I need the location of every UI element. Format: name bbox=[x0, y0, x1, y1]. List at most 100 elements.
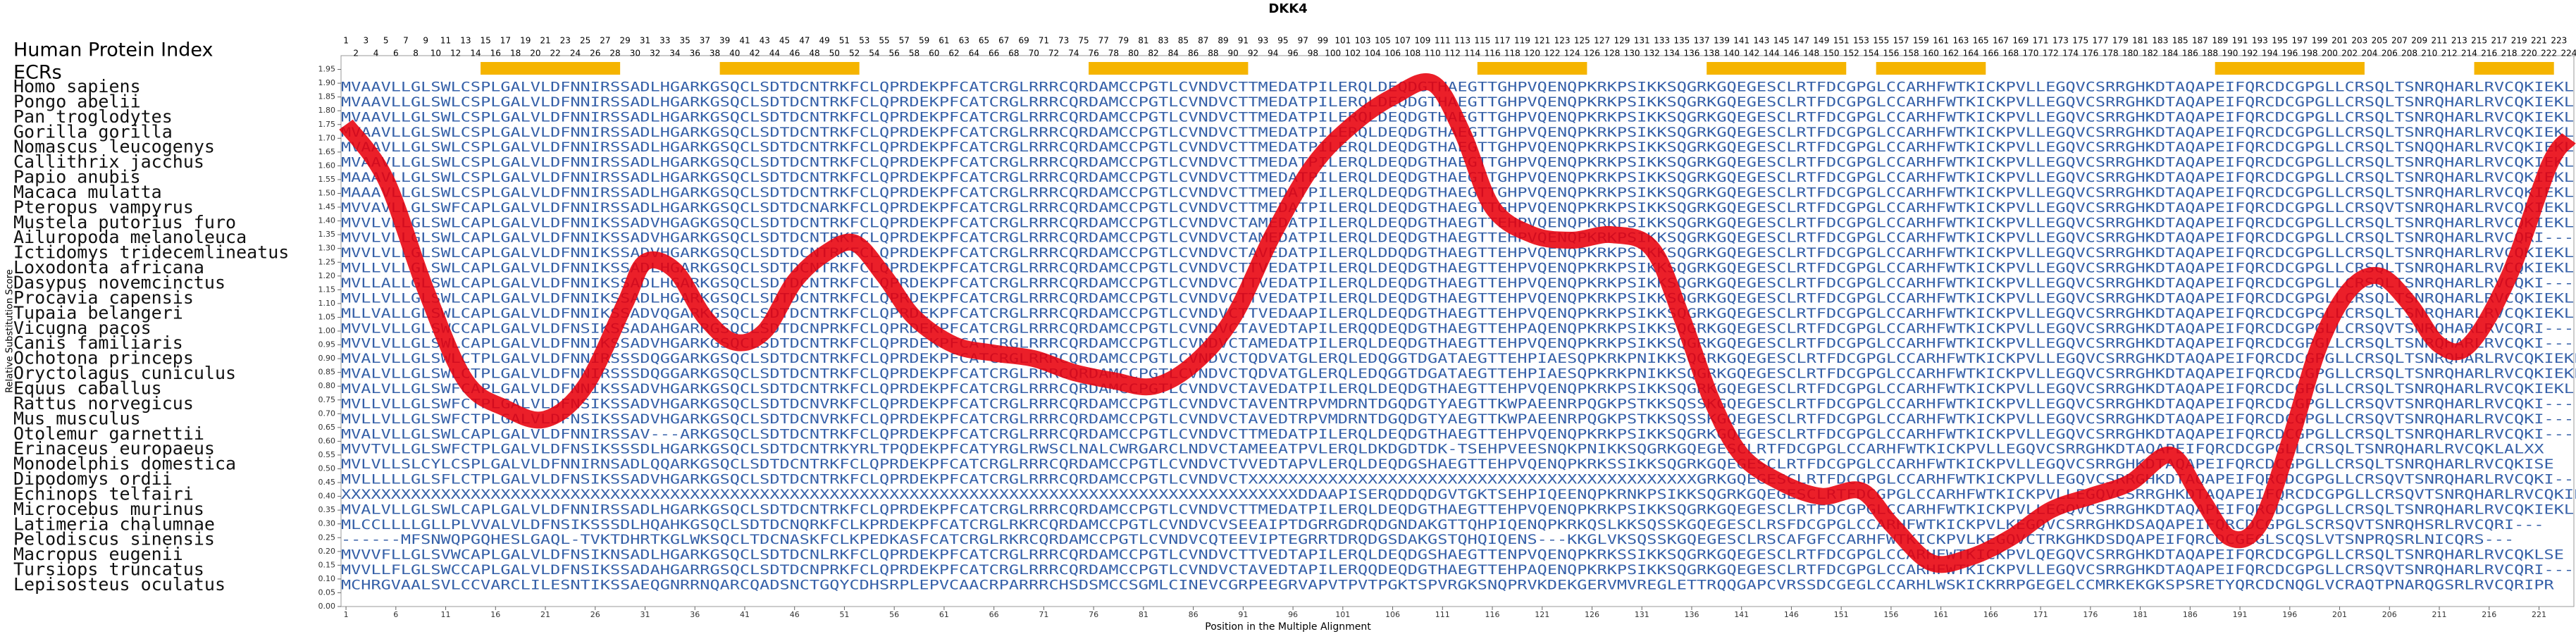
protein-index: 10 bbox=[431, 49, 441, 58]
sequence: MVAAVLLGLSWLCSPLGALVLDFNNIRSSADLHGARKGSQ… bbox=[341, 155, 2574, 170]
protein-index: 203 bbox=[2351, 36, 2367, 46]
protein-index: 159 bbox=[1913, 36, 1929, 46]
sequence: MLLVALLGLSWLCAPLGALVLDFNNIKSSADVQGARKGSQ… bbox=[341, 306, 2574, 321]
species-name: Echinops telfairi bbox=[13, 483, 194, 504]
protein-index: 146 bbox=[1783, 49, 1800, 58]
protein-index: 117 bbox=[1494, 36, 1511, 46]
protein-index: 220 bbox=[2521, 49, 2537, 58]
protein-index: 192 bbox=[2242, 49, 2258, 58]
protein-index: 202 bbox=[2341, 49, 2358, 58]
protein-index: 61 bbox=[939, 36, 949, 46]
sequence: MAAAVLLGLSWLCSPLGALVLDFNNIRSSADLHGARKGSQ… bbox=[341, 185, 2574, 200]
protein-index: 73 bbox=[1058, 36, 1069, 46]
protein-index: 134 bbox=[1664, 49, 1680, 58]
sequence: MVLLLLLGLSFLCTPLGALVLDFNSIKSSADVHGARKGSQ… bbox=[341, 472, 2576, 487]
protein-index: 55 bbox=[879, 36, 889, 46]
ecr-bar bbox=[719, 62, 860, 75]
protein-index: 112 bbox=[1444, 49, 1461, 58]
y-tick-label: 0.85 bbox=[318, 368, 336, 377]
species-name: Pan troglodytes bbox=[13, 106, 173, 127]
x-tick-label: 11 bbox=[441, 610, 451, 619]
protein-index: 214 bbox=[2461, 49, 2477, 58]
protein-index: 103 bbox=[1355, 36, 1371, 46]
y-tick-label: 0.40 bbox=[318, 492, 336, 501]
sequence: MVVLVLLGLSWLCAPLGALVLDFNNIKSSADVHGAGKGSQ… bbox=[341, 215, 2574, 230]
protein-index: 36 bbox=[690, 49, 700, 58]
y-tick-label: 0.75 bbox=[318, 395, 336, 404]
protein-index: 50 bbox=[829, 49, 840, 58]
sequence: MVVLVLLGLSWLCAPLGALVLDFNNIKSSADVHGARKGSQ… bbox=[341, 336, 2574, 352]
x-axis-label: Position in the Multiple Alignment bbox=[1205, 621, 1371, 633]
protein-index: 150 bbox=[1823, 49, 1840, 58]
protein-index: 81 bbox=[1138, 36, 1148, 46]
protein-index: 99 bbox=[1318, 36, 1328, 46]
y-tick-label: 1.85 bbox=[318, 92, 336, 101]
protein-index: 1 bbox=[343, 36, 349, 46]
y-tick-label: 1.75 bbox=[318, 120, 336, 129]
protein-index: 42 bbox=[749, 49, 760, 58]
protein-index: 66 bbox=[989, 49, 999, 58]
protein-index: 94 bbox=[1268, 49, 1278, 58]
y-tick-label: 1.65 bbox=[318, 147, 336, 156]
protein-index: 198 bbox=[2302, 49, 2318, 58]
protein-index: 54 bbox=[869, 49, 879, 58]
x-tick-label: 116 bbox=[1485, 610, 1500, 619]
protein-index: 132 bbox=[1644, 49, 1660, 58]
x-tick-label: 161 bbox=[1933, 610, 1948, 619]
index-label: Human Protein Index bbox=[13, 39, 213, 61]
protein-index: 205 bbox=[2372, 36, 2388, 46]
protein-index: 92 bbox=[1248, 49, 1258, 58]
protein-index: 201 bbox=[2332, 36, 2348, 46]
x-tick-label: 56 bbox=[889, 610, 899, 619]
protein-index: 24 bbox=[570, 49, 581, 58]
protein-index: 126 bbox=[1584, 49, 1600, 58]
sequence: MVLVLLSLCYLCSPLGALVLDFNNIRNSADLQQARKGSQC… bbox=[341, 456, 2554, 472]
protein-index: 60 bbox=[929, 49, 939, 58]
x-tick-label: 91 bbox=[1238, 610, 1248, 619]
x-tick-label: 1 bbox=[344, 610, 349, 619]
protein-index: 46 bbox=[789, 49, 800, 58]
species-name: Vicugna pacos bbox=[13, 318, 151, 338]
protein-index: 129 bbox=[1614, 36, 1630, 46]
protein-index: 13 bbox=[460, 36, 471, 46]
protein-index: 22 bbox=[550, 49, 561, 58]
protein-index: 163 bbox=[1952, 36, 1969, 46]
y-tick-label: 0.45 bbox=[318, 478, 336, 487]
protein-index: 212 bbox=[2441, 49, 2458, 58]
x-tick-label: 76 bbox=[1089, 610, 1098, 619]
y-tick-label: 1.25 bbox=[318, 257, 336, 266]
y-tick-label: 1.70 bbox=[318, 133, 336, 142]
species-name: Pongo abelii bbox=[13, 91, 141, 111]
protein-index: 209 bbox=[2411, 36, 2427, 46]
protein-index: 109 bbox=[1415, 36, 1431, 46]
protein-index: 51 bbox=[839, 36, 850, 46]
protein-index: 28 bbox=[609, 49, 620, 58]
x-tick-label: 206 bbox=[2382, 610, 2397, 619]
protein-index: 83 bbox=[1158, 36, 1169, 46]
protein-index: 44 bbox=[769, 49, 780, 58]
protein-index: 65 bbox=[979, 36, 989, 46]
protein-index: 15 bbox=[480, 36, 490, 46]
y-tick-label: 0.00 bbox=[318, 602, 336, 611]
protein-index: 86 bbox=[1188, 49, 1199, 58]
sequence: MVLLVLLGLSWLCAPLGALVLDFNNIKSSADLHGARKGSQ… bbox=[341, 261, 2574, 276]
protein-index: 23 bbox=[560, 36, 571, 46]
protein-index: 38 bbox=[710, 49, 720, 58]
sequence: MVVVFLLGLSVWCAPLGALVLDFNSIKNSADLHGARKGSQ… bbox=[341, 547, 2564, 563]
x-tick-label: 111 bbox=[1435, 610, 1450, 619]
protein-index: 64 bbox=[969, 49, 979, 58]
y-tick-label: 0.60 bbox=[318, 436, 336, 445]
protein-index: 183 bbox=[2152, 36, 2168, 46]
species-name: Ictidomys tridecemlineatus bbox=[13, 242, 289, 263]
protein-index: 123 bbox=[1554, 36, 1571, 46]
protein-index: 193 bbox=[2252, 36, 2268, 46]
protein-index: 19 bbox=[520, 36, 531, 46]
y-tick-label: 0.35 bbox=[318, 505, 336, 514]
protein-index: 4 bbox=[373, 49, 379, 58]
protein-index: 176 bbox=[2082, 49, 2098, 58]
species-name: Oryctolagus cuniculus bbox=[13, 363, 236, 383]
y-tick-label: 1.05 bbox=[318, 312, 336, 321]
x-tick-label: 101 bbox=[1335, 610, 1350, 619]
species-name: Pteropus vampyrus bbox=[13, 197, 194, 217]
protein-index: 115 bbox=[1474, 36, 1490, 46]
